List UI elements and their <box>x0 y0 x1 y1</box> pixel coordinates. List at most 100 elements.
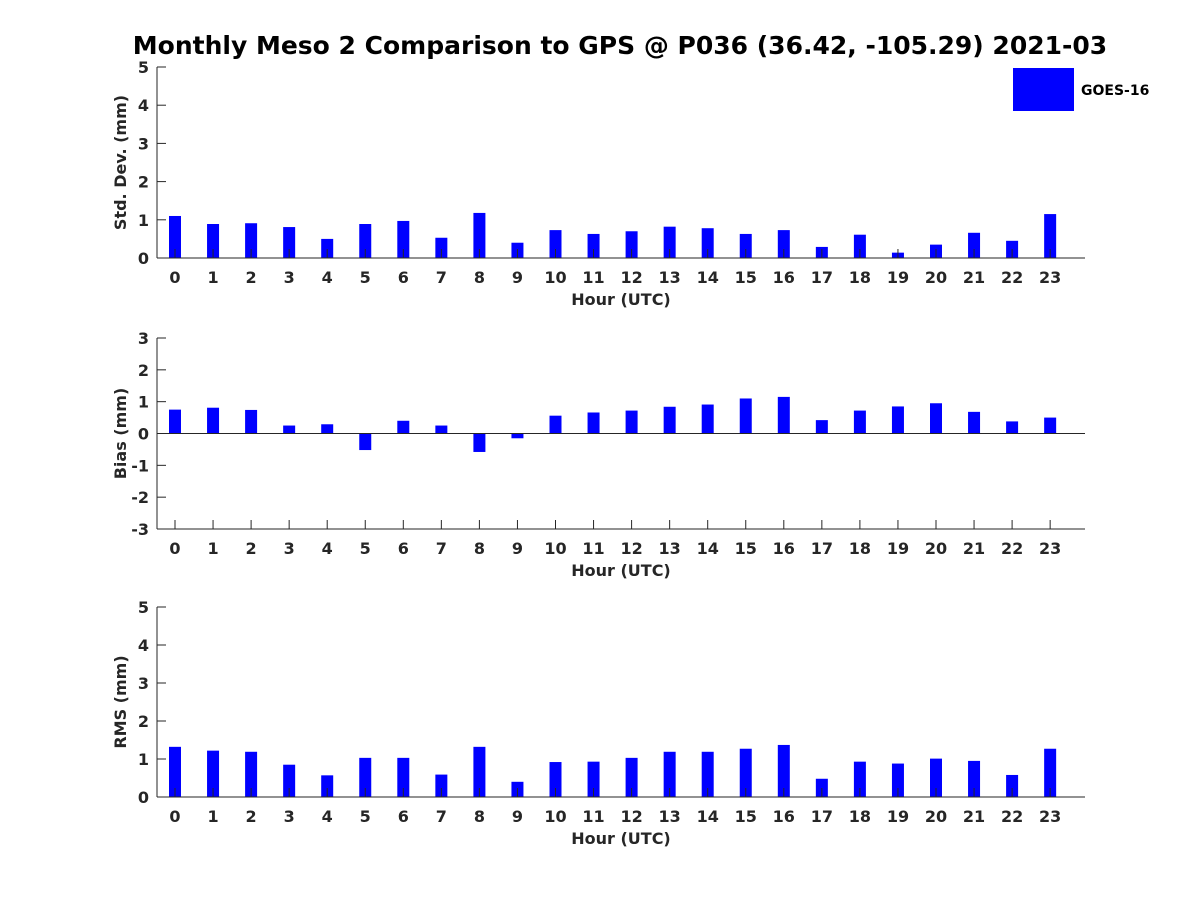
bar-hour-12 <box>625 757 638 797</box>
x-tick-label: 5 <box>360 807 371 826</box>
y-tick-label: 4 <box>138 636 149 655</box>
bar-hour-7 <box>435 237 448 258</box>
x-tick-label: 12 <box>620 807 642 826</box>
y-tick-label: -1 <box>131 456 149 475</box>
bar-hour-17 <box>815 778 828 797</box>
x-tick-label: 7 <box>436 807 447 826</box>
bar-hour-23 <box>1044 417 1057 434</box>
bar-hour-18 <box>853 410 866 434</box>
x-tick-label: 10 <box>544 807 566 826</box>
bar-hour-18 <box>853 761 866 797</box>
bar-hour-5 <box>359 757 372 797</box>
bar-hour-21 <box>968 760 981 797</box>
x-tick-label: 6 <box>398 539 409 558</box>
x-tick-label: 7 <box>436 268 447 287</box>
bar-hour-0 <box>169 409 181 434</box>
bar-hour-0 <box>169 215 181 258</box>
bar-hour-14 <box>701 228 714 258</box>
x-tick-label: 9 <box>512 807 523 826</box>
y-tick-label: 3 <box>138 329 149 348</box>
x-tick-label: 10 <box>544 539 566 558</box>
bar-hour-11 <box>587 233 600 258</box>
x-tick-label: 20 <box>925 807 947 826</box>
x-tick-label: 16 <box>773 539 795 558</box>
bar-hour-3 <box>283 425 296 434</box>
bar-hour-22 <box>1006 421 1019 434</box>
bar-hour-7 <box>435 774 448 797</box>
bar-hour-22 <box>1006 774 1019 797</box>
y-tick-label: 1 <box>138 393 149 412</box>
x-tick-label: 14 <box>697 268 719 287</box>
x-tick-label: 5 <box>360 268 371 287</box>
x-tick-label: 6 <box>398 268 409 287</box>
x-tick-label: 6 <box>398 807 409 826</box>
bar-hour-15 <box>739 398 752 434</box>
x-tick-label: 19 <box>887 539 909 558</box>
x-tick-label: 22 <box>1001 539 1023 558</box>
bar-hour-11 <box>587 412 600 434</box>
y-tick-label: 4 <box>138 96 149 115</box>
bar-hour-8 <box>473 212 486 258</box>
x-tick-label: 21 <box>963 807 985 826</box>
x-tick-label: 17 <box>811 807 833 826</box>
legend: GOES-16 <box>1013 68 1149 111</box>
y-tick-label: 3 <box>138 134 149 153</box>
legend-swatch <box>1013 68 1074 111</box>
x-tick-label: 8 <box>474 807 485 826</box>
x-tick-label: 4 <box>322 539 333 558</box>
x-tick-label: 2 <box>246 539 257 558</box>
y-tick-label: 2 <box>138 173 149 192</box>
x-tick-label: 2 <box>246 268 257 287</box>
x-tick-label: 3 <box>284 268 295 287</box>
bar-hour-15 <box>739 233 752 258</box>
x-tick-label: 9 <box>512 268 523 287</box>
x-tick-label: 3 <box>284 807 295 826</box>
bar-hour-17 <box>815 420 828 434</box>
x-tick-label: 13 <box>659 539 681 558</box>
x-axis-label: Hour (UTC) <box>571 829 671 848</box>
x-tick-label: 11 <box>582 539 604 558</box>
y-tick-label: 3 <box>138 674 149 693</box>
x-tick-label: 23 <box>1039 539 1061 558</box>
bar-hour-23 <box>1044 214 1057 258</box>
x-tick-label: 18 <box>849 268 871 287</box>
bar-hour-5 <box>359 224 372 258</box>
x-tick-label: 18 <box>849 807 871 826</box>
x-tick-label: 21 <box>963 268 985 287</box>
x-tick-label: 9 <box>512 539 523 558</box>
y-tick-label: -3 <box>131 520 149 539</box>
x-axis-label: Hour (UTC) <box>571 561 671 580</box>
x-tick-label: 5 <box>360 539 371 558</box>
bar-hour-23 <box>1044 748 1057 797</box>
bar-hour-21 <box>968 411 981 434</box>
y-axis-label: RMS (mm) <box>111 655 130 748</box>
bar-hour-6 <box>397 420 410 434</box>
y-tick-label: 2 <box>138 712 149 731</box>
x-tick-label: 23 <box>1039 268 1061 287</box>
bar-hour-8 <box>473 433 486 452</box>
bar-hour-20 <box>930 403 942 434</box>
y-tick-label: 0 <box>138 788 149 807</box>
y-tick-label: 0 <box>138 249 149 268</box>
bar-hour-1 <box>207 224 220 258</box>
y-axis-label: Std. Dev. (mm) <box>111 95 130 230</box>
legend-label: GOES-16 <box>1081 83 1149 99</box>
x-tick-label: 1 <box>207 268 218 287</box>
x-axis-label: Hour (UTC) <box>571 290 671 309</box>
x-tick-label: 7 <box>436 539 447 558</box>
x-tick-label: 15 <box>735 539 757 558</box>
bar-hour-4 <box>321 775 334 797</box>
x-tick-label: 14 <box>697 807 719 826</box>
x-tick-label: 1 <box>207 539 218 558</box>
x-tick-label: 21 <box>963 539 985 558</box>
x-tick-label: 12 <box>620 268 642 287</box>
bar-hour-5 <box>359 433 372 451</box>
bar-hour-21 <box>968 232 981 258</box>
figure-title: Monthly Meso 2 Comparison to GPS @ P036 … <box>133 31 1107 60</box>
y-tick-label: 5 <box>138 58 149 77</box>
bar-hour-10 <box>549 230 562 258</box>
bar-hour-13 <box>663 751 676 797</box>
